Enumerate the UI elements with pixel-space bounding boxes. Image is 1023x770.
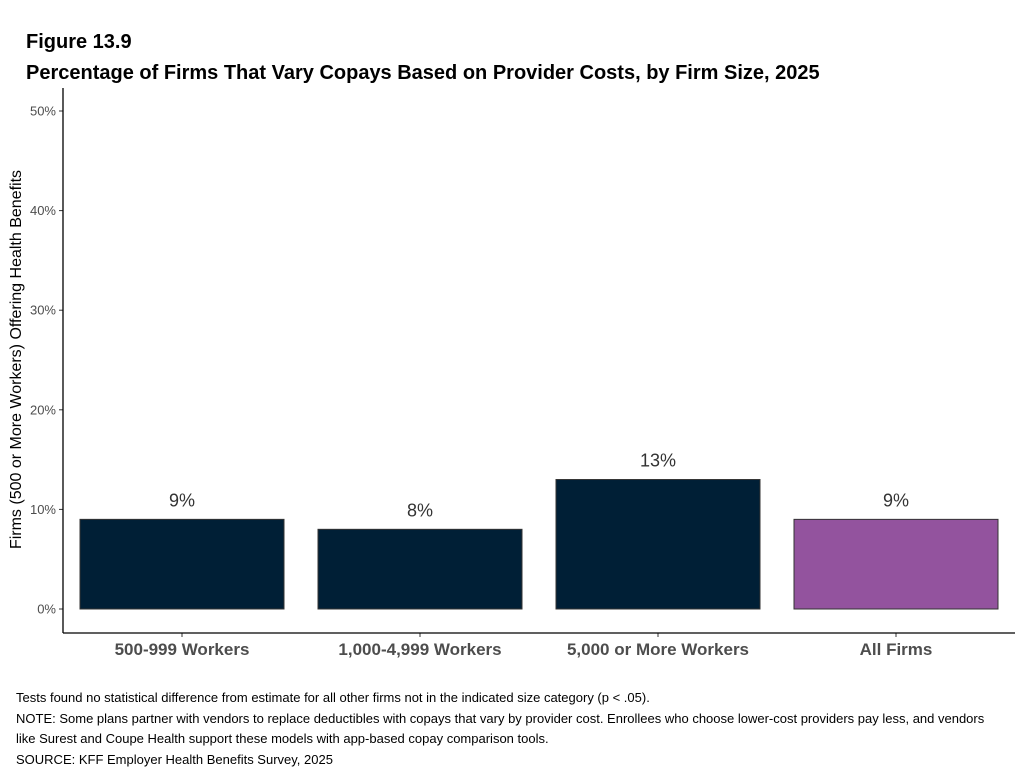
y-axis-label: Firms (500 or More Workers) Offering Hea… xyxy=(8,170,25,549)
bar xyxy=(79,518,285,610)
bar xyxy=(317,528,523,610)
y-tick-label: 30% xyxy=(30,303,56,318)
footnote-significance: Tests found no statistical difference fr… xyxy=(16,690,650,705)
y-tick-label: 50% xyxy=(30,104,56,119)
footnote-source: SOURCE: KFF Employer Health Benefits Sur… xyxy=(16,751,333,767)
bar-value-label: 13% xyxy=(640,451,676,471)
bar-chart: 0% 10% 20% 30% 40% 50% 9% 8% 13% 9% 500-999 Work… xyxy=(8,88,1015,659)
figure-label: Figure 13.9 xyxy=(26,31,132,53)
y-axis-ticks: 0% 10% 20% 30% 40% 50% xyxy=(30,104,63,617)
x-tick-label: 500-999 Workers xyxy=(115,640,250,659)
bar xyxy=(555,479,761,610)
y-tick-label: 0% xyxy=(37,602,56,617)
chart-title: Percentage of Firms That Vary Copays Bas… xyxy=(26,62,820,84)
y-tick-label: 10% xyxy=(30,502,56,517)
bar xyxy=(793,518,999,610)
bar-value-label: 9% xyxy=(883,490,909,510)
y-tick-label: 20% xyxy=(30,402,56,417)
x-tick-label: 5,000 or More Workers xyxy=(567,640,749,659)
x-tick-label: 1,000-4,999 Workers xyxy=(338,640,501,659)
y-tick-label: 40% xyxy=(30,203,56,218)
bar-value-label: 9% xyxy=(169,490,195,510)
footnotes: Tests found no statistical difference fr… xyxy=(16,688,1006,770)
footnote-note: NOTE: Some plans partner with vendors to… xyxy=(16,710,985,747)
bars xyxy=(79,479,999,610)
bar-value-labels: 9% 8% 13% 9% xyxy=(169,451,909,521)
x-tick-label: All Firms xyxy=(860,640,933,659)
bar-value-label: 8% xyxy=(407,500,433,520)
x-axis-ticks: 500-999 Workers 1,000-4,999 Workers 5,000 … xyxy=(115,633,933,659)
